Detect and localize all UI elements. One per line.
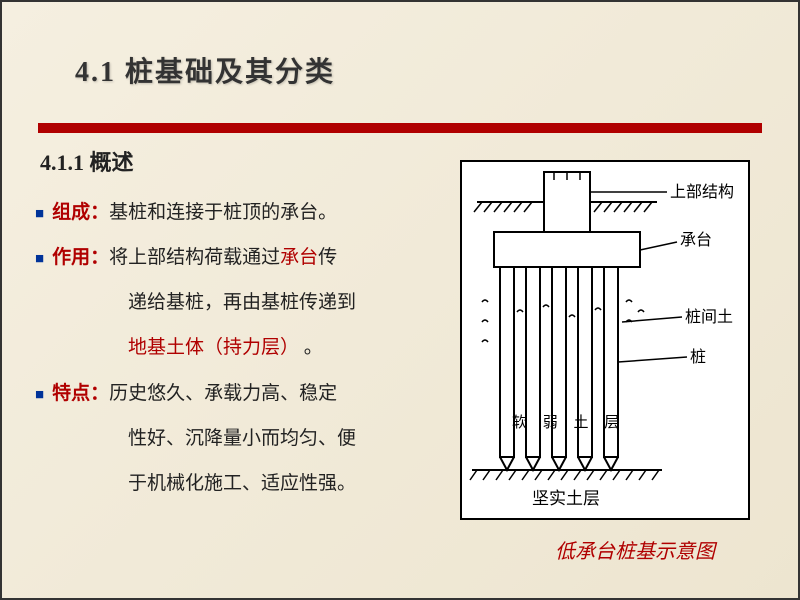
continuation-line: 地基土体（持力层） 。 (128, 330, 435, 365)
bullet-text: 基桩和连接于桩顶的承台。 (109, 202, 337, 223)
highlight-text: 地基土体（持力层） (128, 337, 299, 358)
bullet-label: 作用： (52, 247, 109, 268)
bullet-label: 组成： (52, 202, 109, 223)
diagram-figure: 上部结构 承台 桩间土 桩 软 弱 土 层 坚实土层 (460, 160, 750, 520)
label-weak: 软 弱 土 层 (512, 414, 625, 431)
bullet-icon: ■ (35, 382, 44, 410)
continuation-line: 于机械化施工、适应性强。 (128, 466, 435, 501)
label-pile: 桩 (690, 348, 706, 366)
label-soil: 桩间土 (685, 308, 733, 326)
bullet-icon: ■ (35, 246, 44, 274)
label-top: 上部结构 (670, 183, 734, 201)
pile-diagram-svg: 上部结构 承台 桩间土 桩 软 弱 土 层 坚实土层 (462, 162, 748, 518)
bullet-text: 传 (318, 247, 337, 268)
continuation-line: 递给基桩，再由基桩传递到 (128, 285, 435, 320)
label-cap: 承台 (680, 231, 712, 249)
bullet-text: 将上部结构荷载通过 (109, 247, 280, 268)
bullet-item: ■ 特点：历史悠久、承载力高、稳定 (35, 376, 435, 411)
bullet-icon: ■ (35, 201, 44, 229)
continuation-line: 性好、沉降量小而均匀、便 (128, 421, 435, 456)
bullet-text: 历史悠久、承载力高、稳定 (109, 383, 337, 404)
section-subtitle: 4.1.1 概述 (40, 145, 134, 177)
bullet-item: ■ 作用：将上部结构荷载通过承台传 (35, 240, 435, 275)
bullet-item: ■ 组成：基桩和连接于桩顶的承台。 (35, 195, 435, 230)
figure-caption: 低承台桩基示意图 (555, 535, 715, 564)
bullet-text: 。 (299, 337, 323, 358)
label-hard: 坚实土层 (532, 489, 600, 508)
slide-title: 4.1 桩基础及其分类 (75, 50, 335, 90)
highlight-text: 承台 (280, 247, 318, 268)
bullet-label: 特点： (52, 383, 109, 404)
content-area: ■ 组成：基桩和连接于桩顶的承台。 ■ 作用：将上部结构荷载通过承台传 递给基桩… (35, 195, 435, 511)
divider-bar (38, 123, 762, 133)
